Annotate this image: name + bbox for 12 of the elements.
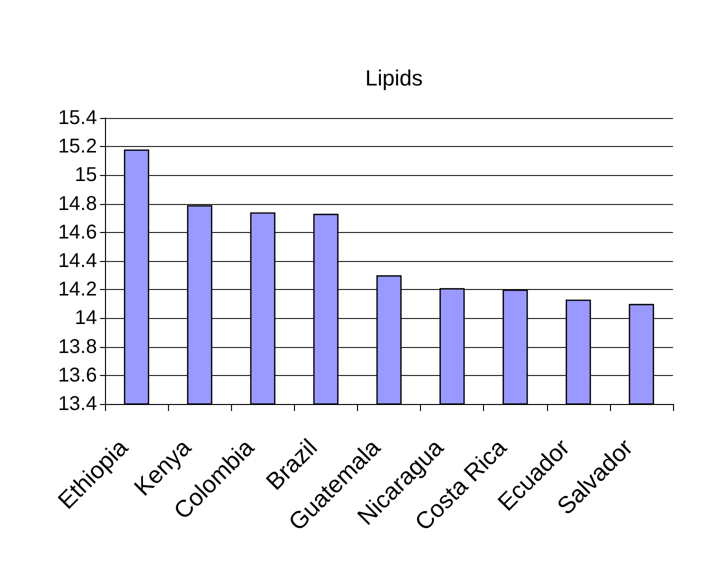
y-tick-label: 13.4 — [58, 393, 97, 415]
y-tick-label: 13.6 — [58, 364, 97, 386]
y-tick-label: 14.8 — [58, 192, 97, 215]
y-tick-label: 14.6 — [58, 221, 97, 244]
y-tick-label: 13.8 — [58, 336, 97, 358]
y-tick-label: 14.2 — [58, 278, 97, 301]
y-tick-label: 14 — [74, 307, 97, 330]
y-tick-label: 15.2 — [58, 136, 97, 158]
y-tick-label: 15 — [74, 164, 97, 186]
y-tick-label: 15.4 — [58, 107, 97, 129]
y-tick-label: 14.4 — [58, 250, 97, 272]
chart-title: Lipids — [365, 66, 423, 90]
